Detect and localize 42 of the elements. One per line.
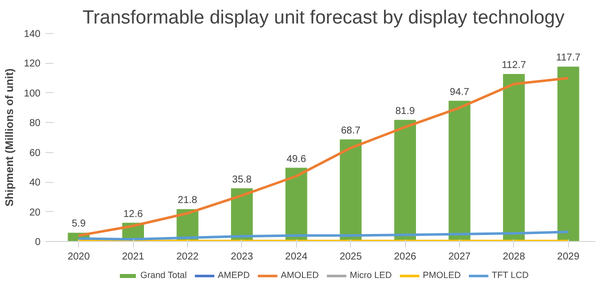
x-tick-label: 2024: [285, 252, 308, 262]
legend-label: AMEPD: [218, 270, 250, 280]
x-tick-label: 2026: [394, 252, 417, 262]
data-label: 94.7: [450, 86, 470, 98]
bar: [503, 74, 525, 242]
x-tick-label: 2020: [68, 252, 90, 262]
y-tick-label: 40: [29, 178, 41, 189]
bar: [394, 120, 416, 242]
x-tick-label: 2025: [340, 252, 362, 262]
y-tick-label: 20: [29, 207, 41, 218]
bar: [448, 100, 470, 242]
x-tick-label: 2027: [448, 252, 472, 262]
x-tick-label: 2028: [502, 252, 526, 262]
legend-label: AMOLED: [280, 270, 319, 280]
x-tick-label: 2029: [557, 252, 580, 262]
y-tick-label: 100: [24, 88, 41, 100]
data-label: 49.6: [286, 154, 306, 165]
data-label: 68.7: [340, 125, 361, 136]
data-label: 81.9: [395, 106, 416, 117]
chart-title: Transformable display unit forecast by display technology: [82, 8, 565, 28]
legend-label: TFT LCD: [492, 270, 529, 280]
legend-label: Grand Total: [140, 270, 187, 280]
data-label: 112.7: [502, 60, 526, 72]
bar: [557, 66, 580, 242]
x-tick-label: 2021: [122, 252, 145, 262]
data-label: 5.9: [72, 218, 86, 230]
y-tick-label: 60: [29, 148, 41, 159]
line-series: [77, 230, 570, 241]
data-label: 21.8: [178, 195, 198, 206]
data-label: 35.8: [232, 174, 252, 186]
y-tick-label: 80: [29, 118, 41, 130]
legend-label: PMOLED: [422, 270, 461, 280]
x-tick-label: 2022: [176, 252, 200, 262]
y-tick-label: 0: [34, 237, 41, 248]
data-label: 12.6: [123, 208, 144, 220]
y-axis-title: Shipment (Millions of unit): [4, 68, 16, 207]
bar: [340, 139, 362, 242]
y-tick-label: 140: [24, 29, 41, 40]
legend-label: Micro LED: [350, 270, 392, 280]
x-tick-label: 2023: [230, 252, 254, 262]
data-label: 117.7: [556, 52, 581, 64]
y-tick-label: 120: [24, 58, 41, 70]
